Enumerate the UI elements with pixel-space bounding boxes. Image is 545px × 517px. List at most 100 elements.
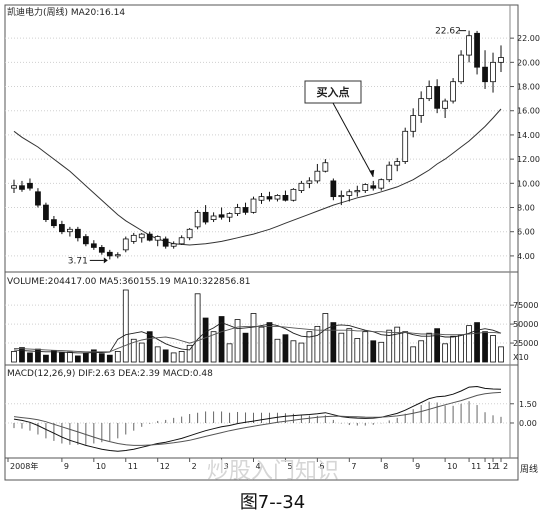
volume-tick-label: 25000 <box>513 339 538 348</box>
candle-up <box>170 243 177 247</box>
volume-bar-up <box>154 346 161 363</box>
annotations-layer: 3.71 22.62 买入点 <box>68 27 467 266</box>
macd-dea-line <box>13 391 502 446</box>
volume-bar-down <box>59 352 65 363</box>
price-panel-title: 凯迪电力(周线) MA20:16.14 <box>7 6 125 18</box>
price-tick-label: 22.00 <box>517 34 540 43</box>
candle-up <box>194 211 201 228</box>
volume-bar-up <box>362 331 369 363</box>
volume-bar-down <box>19 347 25 363</box>
candle-up <box>274 195 281 200</box>
price-ma-layer <box>13 108 502 246</box>
volume-bar-up <box>306 331 313 363</box>
volume-bar-up <box>346 328 353 363</box>
volume-bar-up <box>11 350 17 363</box>
watermark: 炒股入门知识 <box>207 459 339 484</box>
macd-tick-label: 1.50 <box>519 400 537 409</box>
xaxis-tick-label: 10 <box>447 462 457 471</box>
price-tick-label: 4.00 <box>517 252 535 261</box>
candle-down <box>59 224 65 233</box>
xaxis-tick-label: 1 <box>495 462 500 471</box>
candle-up <box>11 185 17 189</box>
candle-up <box>394 161 401 166</box>
volume-panel-title: VOLUME:204417.00 MA5:360155.19 MA10:3228… <box>7 277 251 287</box>
volume-bar-up <box>322 313 329 363</box>
xaxis-tick-label: 11 <box>471 462 481 471</box>
volume-tick-label: 50000 <box>513 320 538 329</box>
candle-up <box>114 254 121 257</box>
price-tick-label: 14.00 <box>517 131 540 140</box>
volume-bar-up <box>210 331 217 363</box>
candle-down <box>19 185 25 190</box>
xaxis-tick-label: 6 <box>319 462 324 471</box>
candle-up <box>338 195 345 198</box>
volume-bar-down <box>27 352 33 363</box>
volume-bar-up <box>458 334 464 363</box>
volume-bar-up <box>186 344 193 363</box>
candle-up <box>426 86 433 100</box>
candles-layer <box>11 30 504 260</box>
volume-bar-up <box>418 340 425 363</box>
xaxis-tick-label: 2 <box>503 462 508 471</box>
candle-up <box>450 81 456 102</box>
volume-bar-down <box>106 354 113 363</box>
price-tick-label: 8.00 <box>517 204 535 213</box>
volume-bar-down <box>482 331 488 363</box>
volume-bar-up <box>194 293 201 363</box>
macd-dif-line <box>13 385 502 452</box>
volume-bar-up <box>410 346 417 363</box>
candle-up <box>258 196 265 201</box>
macd-tick-label: 0.00 <box>519 419 537 428</box>
volume-bar-up <box>386 329 393 363</box>
volume-bar-down <box>90 349 97 363</box>
volume-bar-up <box>226 343 233 363</box>
volume-bar-up <box>442 343 448 363</box>
candle-down <box>330 180 337 198</box>
candle-up <box>314 170 321 182</box>
volume-bar-down <box>434 328 441 363</box>
axis-ticks-layer: 4.006.008.0010.0012.0014.0016.0018.0020.… <box>7 34 540 471</box>
candle-down <box>43 204 49 221</box>
volume-bar-up <box>354 338 361 363</box>
candle-up <box>178 237 185 245</box>
candle-down <box>98 247 105 253</box>
candle-down <box>370 185 377 189</box>
candle-down <box>162 238 169 247</box>
price-tick-label: 20.00 <box>517 58 540 67</box>
volume-bar-down <box>51 350 57 363</box>
volume-bar-up <box>114 350 121 363</box>
xaxis-tick-label: 9 <box>415 462 420 471</box>
volume-bar-up <box>314 325 321 363</box>
volume-bar-down <box>266 322 273 363</box>
candle-up <box>226 213 233 218</box>
volume-bar-down <box>218 316 225 363</box>
candle-down <box>74 228 81 239</box>
volume-bar-up <box>130 338 137 363</box>
volume-bar-down <box>82 352 89 363</box>
candle-down <box>90 243 97 248</box>
candle-up <box>122 238 129 251</box>
volume-ma-layer <box>13 322 502 354</box>
candle-down <box>282 195 289 201</box>
candle-down <box>146 233 153 241</box>
volume-bar-up <box>234 319 241 363</box>
price-tick-label: 10.00 <box>517 179 540 188</box>
xaxis-tick-label: 4 <box>256 462 261 471</box>
volume-bar-up <box>122 289 129 363</box>
candle-up <box>346 191 353 196</box>
candle-up <box>130 234 137 242</box>
volume-bar-up <box>450 335 456 363</box>
candle-up <box>498 57 504 63</box>
xaxis-tick-label: 3 <box>224 462 229 471</box>
volume-bar-up <box>258 326 265 363</box>
candle-down <box>474 32 480 68</box>
buy-point-pointer <box>332 102 374 178</box>
volume-bar-up <box>274 338 281 363</box>
period-label: 周线 <box>520 463 538 475</box>
xaxis-tick-label: 9 <box>64 462 69 471</box>
candle-down <box>106 251 113 257</box>
candle-up <box>186 228 193 239</box>
candle-up <box>386 164 393 181</box>
high-price-annotation: 22.62 <box>435 27 461 37</box>
